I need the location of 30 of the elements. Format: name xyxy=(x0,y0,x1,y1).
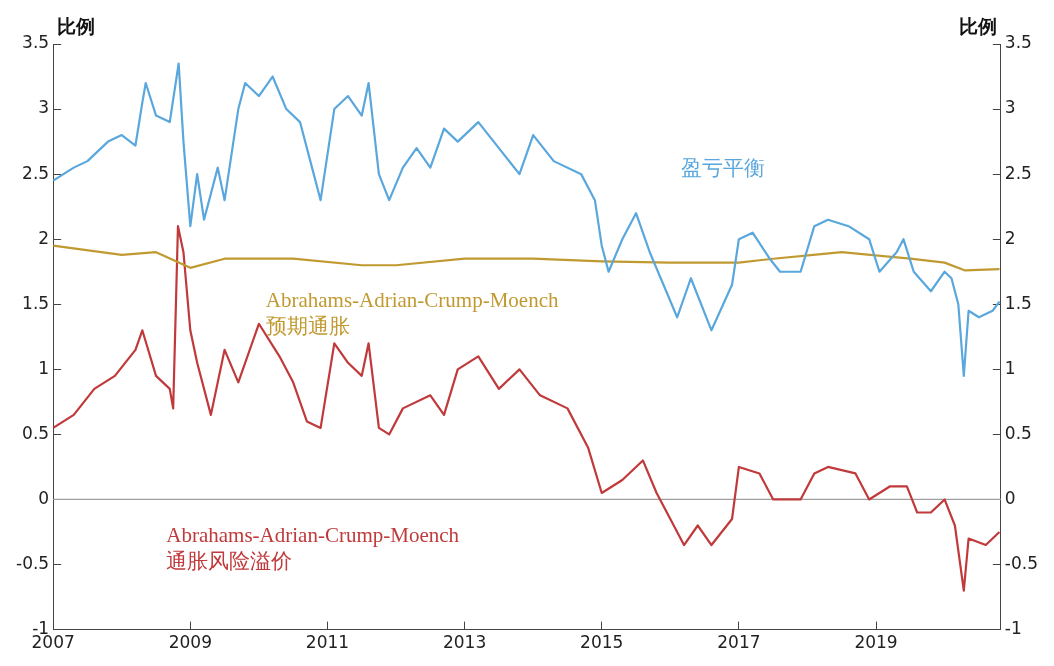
x-tick-label: 2013 xyxy=(442,632,487,653)
y2-tick-label: 2 xyxy=(1004,227,1016,248)
x-tick-label: 2011 xyxy=(305,632,350,653)
y-tick-label: 2.5 xyxy=(22,162,50,183)
y-tick-label: 0 xyxy=(38,487,50,508)
y2-tick-label: 1.5 xyxy=(1004,292,1032,313)
y-tick-label: 3 xyxy=(38,97,50,118)
y2-tick-label: 1 xyxy=(1004,357,1016,378)
series-label: Abrahams-Adrian-Crump-Moench 预期通胀 xyxy=(265,288,559,339)
y2-tick-label: 2.5 xyxy=(1004,162,1032,183)
y2-tick-label: -0.5 xyxy=(1004,552,1038,573)
y-tick-label: 3.5 xyxy=(22,32,50,53)
y2-axis-title: 比例 xyxy=(958,15,997,38)
y2-tick-label: 0 xyxy=(1004,487,1016,508)
y-tick-label: 0.5 xyxy=(22,422,50,443)
text: Abrahams-Adrian-Crump-Moench 通胀风险溢价 xyxy=(166,522,460,573)
y2-tick-label: 0.5 xyxy=(1004,422,1032,443)
text: 盈亏平衡 xyxy=(680,155,765,180)
y2-tick-label: 3.5 xyxy=(1004,32,1032,53)
y-tick-label: 1.5 xyxy=(22,292,50,313)
y-tick-label: 2 xyxy=(38,227,50,248)
y-tick-label: 1 xyxy=(38,357,50,378)
y-axis-title: 比例 xyxy=(57,15,96,38)
x-tick-label: 2015 xyxy=(580,632,624,653)
y2-tick-label: 3 xyxy=(1004,97,1016,118)
x-tick-label: 2017 xyxy=(717,632,761,653)
x-tick-label: 2019 xyxy=(854,632,898,653)
x-tick-label: 2009 xyxy=(168,632,212,653)
y-tick-label: -0.5 xyxy=(16,552,50,573)
y2-tick-label: -1 xyxy=(1004,618,1022,639)
